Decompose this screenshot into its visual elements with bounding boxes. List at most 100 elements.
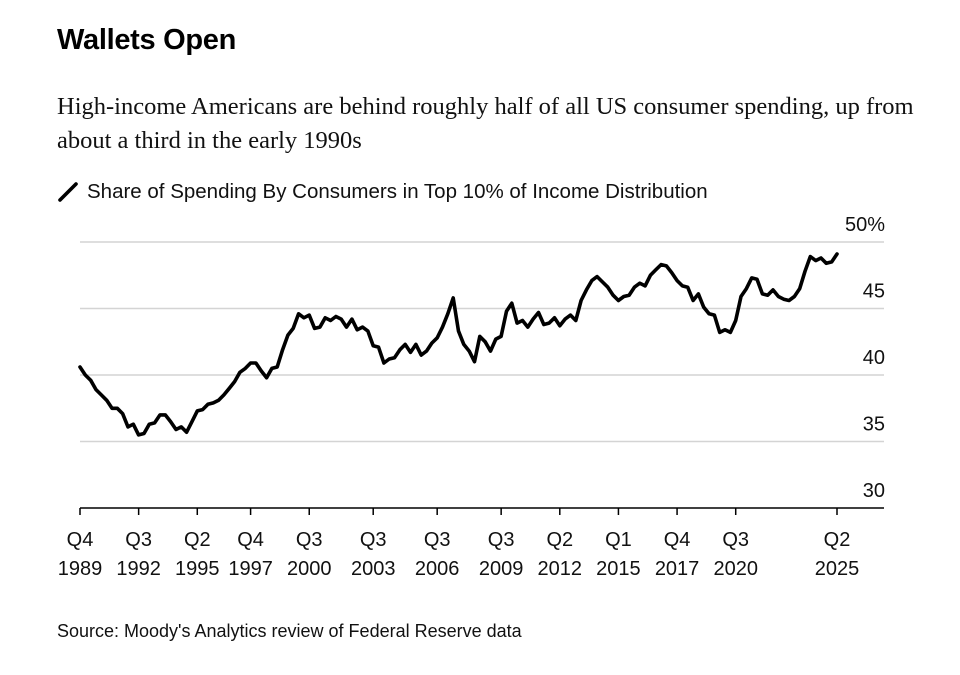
data-point xyxy=(772,289,774,291)
data-point xyxy=(191,421,193,423)
data-point xyxy=(287,334,289,336)
data-point xyxy=(740,295,742,298)
data-point xyxy=(335,315,337,318)
data-point xyxy=(399,349,401,351)
data-point xyxy=(708,313,710,315)
data-point xyxy=(106,399,108,401)
data-point xyxy=(825,262,827,264)
data-point xyxy=(314,327,316,329)
data-point xyxy=(575,319,577,322)
data-point xyxy=(361,326,364,328)
x-tick-label-top-6: Q3 xyxy=(424,529,451,551)
data-point xyxy=(687,286,689,288)
x-tick-label-top-8: Q2 xyxy=(546,529,573,551)
data-point xyxy=(537,311,540,314)
x-tick-label-top-12: Q2 xyxy=(824,529,851,551)
x-axis-tick-labels: Q4 1989 Q3 1992 Q2 1995 Q4 1997 Q3 2000 Q3 2003 Q3 20… xyxy=(58,508,859,580)
data-point xyxy=(196,410,198,412)
chart-title: Wallets Open xyxy=(57,24,237,56)
x-tick-label-top-10: Q4 xyxy=(664,529,691,551)
data-point xyxy=(292,327,294,329)
data-point xyxy=(298,313,300,315)
data-point xyxy=(239,371,241,373)
data-point xyxy=(569,314,572,316)
x-tick-label-bottom-11: 2020 xyxy=(713,558,758,580)
data-point xyxy=(367,330,369,332)
data-point xyxy=(628,294,630,296)
data-point xyxy=(159,414,161,416)
data-point xyxy=(580,299,582,302)
data-point xyxy=(649,274,652,276)
x-tick-label-bottom-10: 2017 xyxy=(655,558,700,580)
x-tick-label-bottom-5: 2003 xyxy=(351,558,396,580)
data-point xyxy=(116,407,118,409)
data-point xyxy=(655,269,657,271)
y-tick-label-40: 40 xyxy=(863,347,885,369)
data-point xyxy=(564,318,566,320)
data-point xyxy=(820,257,822,259)
data-point xyxy=(735,319,737,322)
data-point xyxy=(234,381,236,383)
data-point xyxy=(175,428,177,431)
data-point xyxy=(308,314,310,316)
x-tick-label-bottom-4: 2000 xyxy=(287,558,332,580)
data-point xyxy=(777,295,780,298)
data-point xyxy=(351,318,353,320)
x-tick-label-bottom-7: 2009 xyxy=(479,558,524,580)
data-point xyxy=(303,317,305,319)
data-point xyxy=(202,409,204,411)
data-point xyxy=(388,358,390,360)
data-point xyxy=(639,282,641,284)
data-point xyxy=(420,354,422,356)
data-point xyxy=(244,367,246,369)
data-point xyxy=(719,331,721,333)
data-point xyxy=(783,298,785,300)
data-point xyxy=(724,329,726,331)
data-point xyxy=(218,399,220,401)
data-point xyxy=(633,286,636,288)
data-point xyxy=(84,374,86,376)
data-point xyxy=(836,253,838,255)
data-point xyxy=(345,326,348,328)
data-point xyxy=(788,299,790,302)
data-point xyxy=(676,280,678,282)
data-point xyxy=(484,341,486,343)
data-point xyxy=(804,270,806,272)
data-point xyxy=(393,357,396,359)
data-point xyxy=(271,367,273,369)
data-point xyxy=(468,350,470,352)
data-point xyxy=(431,342,433,344)
data-point xyxy=(95,389,97,391)
data-point xyxy=(276,366,278,368)
data-point xyxy=(809,256,811,258)
series-layer xyxy=(78,252,839,437)
x-tick-label-bottom-0: 1989 xyxy=(58,558,103,580)
x-tick-label-top-9: Q1 xyxy=(605,529,632,551)
x-tick-label-top-3: Q4 xyxy=(237,529,264,551)
data-point xyxy=(516,322,518,324)
data-point xyxy=(324,317,326,319)
legend: Share of Spending By Consumers in Top 10… xyxy=(57,180,708,204)
data-point xyxy=(793,295,796,298)
data-point xyxy=(436,337,438,339)
data-point xyxy=(340,318,342,320)
data-point xyxy=(250,362,252,364)
source-note: Source: Moody's Analytics review of Fede… xyxy=(57,621,522,641)
series-line-0 xyxy=(78,252,839,437)
data-point xyxy=(815,260,817,262)
data-point xyxy=(660,264,662,266)
data-point xyxy=(100,394,102,396)
x-tick-label-bottom-3: 1997 xyxy=(228,558,273,580)
y-tick-label-35: 35 xyxy=(863,414,885,436)
data-point xyxy=(143,432,145,435)
chart-subtitle: High-income Americans are behind roughly… xyxy=(57,93,914,154)
data-point xyxy=(745,288,748,290)
data-point xyxy=(559,325,561,327)
data-point xyxy=(111,407,113,409)
x-tick-label-bottom-2: 1995 xyxy=(175,558,220,580)
x-tick-label-bottom-6: 2006 xyxy=(415,558,460,580)
data-point xyxy=(228,387,230,389)
data-point xyxy=(681,285,684,287)
data-point xyxy=(831,261,833,263)
